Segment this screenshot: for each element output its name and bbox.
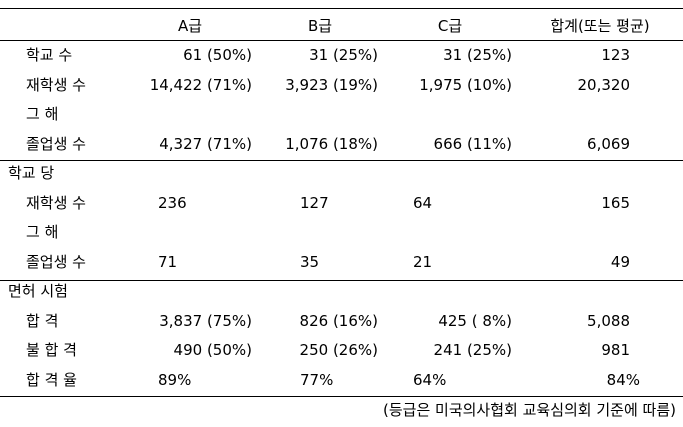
row-label: 졸업생 수 (26, 134, 86, 153)
cell: 127 (300, 193, 329, 212)
row-label: 재학생 수 (26, 75, 86, 94)
cell: 64 (413, 193, 433, 212)
cell: 3,837 (75%) (159, 311, 252, 330)
cell: 77% (300, 370, 334, 389)
cell: 250 (26%) (299, 341, 378, 359)
cell: 89% (158, 370, 192, 389)
column-header: B급 (307, 17, 333, 35)
bottom-rule (0, 396, 683, 397)
cell: 165 (601, 193, 630, 212)
cell: 4,327 (71%) (159, 134, 252, 153)
row-label: 합 격 (26, 311, 59, 330)
cell: 826 (16%) (299, 311, 378, 330)
cell: 123 (601, 46, 630, 64)
section-title: 면허 시험 (8, 282, 68, 300)
row-label: 졸업생 수 (26, 252, 86, 271)
row-label: 그 해 (26, 223, 59, 241)
cell: 64% (413, 370, 447, 389)
cell: 31 (25%) (443, 46, 512, 64)
row-label: 합 격 율 (26, 370, 77, 389)
cell: 236 (158, 193, 187, 212)
cell: 31 (25%) (309, 46, 378, 64)
cell: 14,422 (71%) (149, 75, 252, 94)
column-header: 합계(또는 평균) (550, 17, 650, 35)
cell: 49 (610, 252, 630, 271)
cell: 5,088 (587, 311, 630, 330)
footnote: (등급은 미국의사협회 교육심의회 기준에 따름) (383, 401, 676, 419)
header-rule (0, 40, 683, 41)
cell: 61 (50%) (183, 46, 252, 64)
row-label: 학교 수 (26, 46, 73, 64)
column-header: A급 (177, 17, 203, 35)
cell: 20,320 (577, 75, 631, 94)
cell: 666 (11%) (433, 134, 512, 153)
section-title: 학교 당 (8, 164, 55, 182)
column-header: C급 (437, 17, 463, 35)
cell: 1,076 (18%) (285, 134, 378, 153)
cell: 35 (300, 252, 320, 271)
row-label: 불 합 격 (26, 341, 77, 359)
cell: 425 ( 8%) (438, 311, 512, 330)
row-label: 재학생 수 (26, 193, 86, 212)
section-rule (0, 280, 683, 281)
cell: 981 (601, 341, 630, 359)
cell: 84% (606, 370, 640, 389)
row-label: 그 해 (26, 105, 59, 123)
section-rule (0, 160, 683, 161)
cell: 6,069 (587, 134, 630, 153)
cell: 21 (413, 252, 433, 271)
cell: 1,975 (10%) (419, 75, 512, 94)
cell: 71 (158, 252, 178, 271)
cell: 3,923 (19%) (285, 75, 378, 94)
cell: 490 (50%) (173, 341, 252, 359)
top-rule (0, 8, 683, 9)
cell: 241 (25%) (433, 341, 512, 359)
